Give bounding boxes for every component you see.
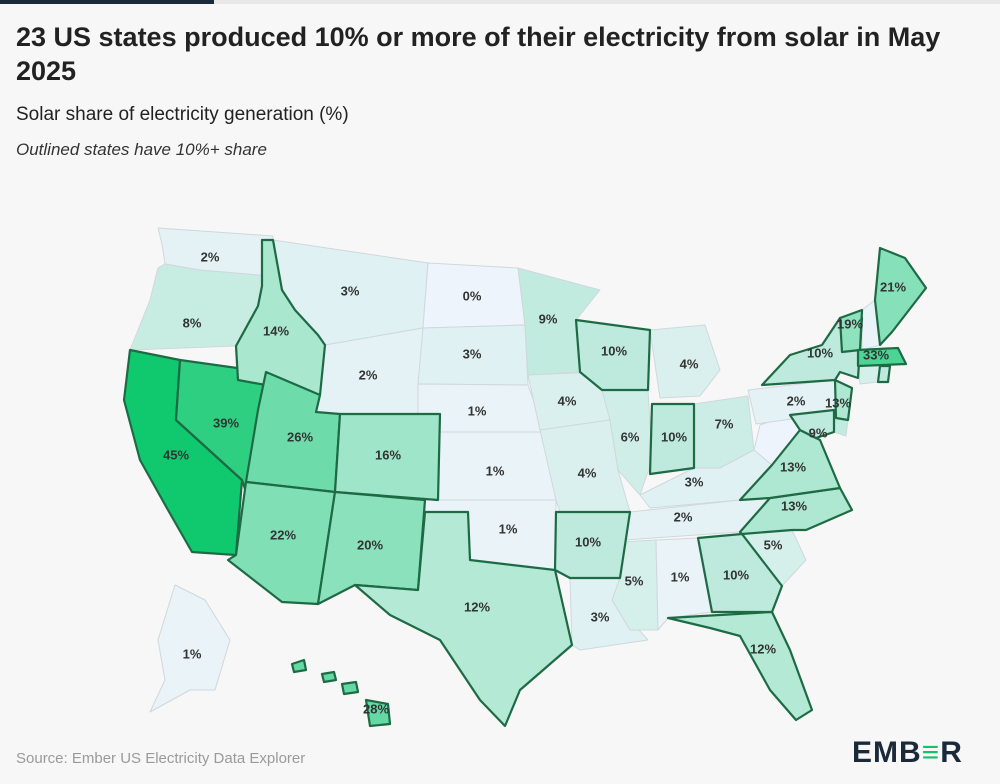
state-label-de: 9% <box>809 425 828 440</box>
chart-note: Outlined states have 10%+ share <box>16 140 267 159</box>
state-label-nc: 13% <box>781 498 807 513</box>
state-label-me: 21% <box>880 279 906 294</box>
source-note: Source: Ember US Electricity Data Explor… <box>16 750 306 767</box>
state-label-ak: 1% <box>183 646 202 661</box>
state-label-ne: 1% <box>468 403 487 418</box>
state-shape-fl <box>666 610 814 722</box>
state-shape-wi <box>574 318 652 392</box>
state-shape-me <box>873 246 928 347</box>
state-label-co: 16% <box>375 447 401 462</box>
state-shape-al <box>655 537 713 631</box>
state-shape-in <box>648 402 696 476</box>
state-label-mt: 3% <box>341 283 360 298</box>
state-label-id: 14% <box>263 323 289 338</box>
state-shape-tx <box>353 510 574 728</box>
state-label-ok: 1% <box>499 521 518 536</box>
state-label-la: 3% <box>591 609 610 624</box>
state-shape-ct <box>857 365 881 385</box>
state-label-ny: 10% <box>807 345 833 360</box>
state-label-wi: 10% <box>601 343 627 358</box>
state-label-fl: 12% <box>750 641 776 656</box>
state-label-ar: 10% <box>575 534 601 549</box>
state-label-ia: 4% <box>558 393 577 408</box>
chart-subtitle: Solar share of electricity generation (%… <box>16 104 349 125</box>
state-shape-nj <box>833 378 854 422</box>
state-shape-va <box>738 428 842 502</box>
state-label-az: 22% <box>270 527 296 542</box>
state-label-ga: 10% <box>723 567 749 582</box>
state-label-nj: 13% <box>825 395 851 410</box>
state-shape-co <box>333 412 442 502</box>
state-shape-md <box>788 408 836 440</box>
state-label-hi: 28% <box>363 701 389 716</box>
state-label-ut: 26% <box>287 429 313 444</box>
state-shape-ri <box>876 364 892 384</box>
state-label-in: 10% <box>661 429 687 444</box>
state-label-tx: 12% <box>464 599 490 614</box>
state-label-nv: 39% <box>213 415 239 430</box>
state-label-ca: 45% <box>163 447 189 462</box>
state-label-wa: 2% <box>201 249 220 264</box>
state-label-mn: 9% <box>539 311 558 326</box>
state-shape-ak <box>149 584 231 713</box>
state-label-ma: 33% <box>863 347 889 362</box>
state-shape-mi <box>649 324 721 399</box>
state-label-il: 6% <box>621 429 640 444</box>
state-label-oh: 7% <box>715 416 734 431</box>
state-label-ky: 3% <box>685 474 704 489</box>
chart-title: 23 US states produced 10% or more of the… <box>16 22 941 86</box>
state-shape-ar <box>553 510 632 580</box>
state-shape-ga <box>696 532 784 614</box>
state-label-sd: 3% <box>463 346 482 361</box>
ember-logo: EMB≡R <box>852 736 963 769</box>
state-label-ks: 1% <box>486 463 505 478</box>
state-label-nm: 20% <box>357 537 383 552</box>
state-label-ms: 5% <box>625 573 644 588</box>
state-label-pa: 2% <box>787 393 806 408</box>
state-shape-az <box>226 480 337 606</box>
state-label-tn: 2% <box>674 509 693 524</box>
state-shape-ma <box>856 346 908 368</box>
state-label-mo: 4% <box>578 465 597 480</box>
state-shape-hi <box>290 658 392 728</box>
state-label-sc: 5% <box>764 537 783 552</box>
state-label-vt: 19% <box>837 316 863 331</box>
state-label-wy: 2% <box>359 367 378 382</box>
top-accent-bar <box>0 0 1000 4</box>
state-label-nd: 0% <box>463 288 482 303</box>
state-label-mi: 4% <box>680 356 699 371</box>
state-shape-id <box>234 238 327 397</box>
state-label-or: 8% <box>183 315 202 330</box>
state-label-al: 1% <box>671 569 690 584</box>
state-label-va: 13% <box>780 459 806 474</box>
